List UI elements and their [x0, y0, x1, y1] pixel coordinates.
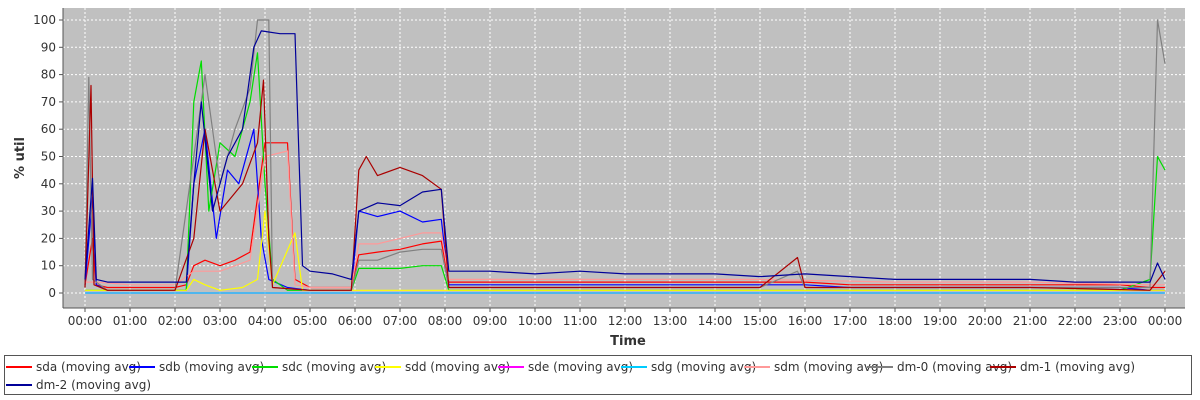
x-tick-label: 19:00 [923, 314, 958, 328]
x-tick-label: 00:00 [68, 314, 103, 328]
y-tick-label: 50 [41, 150, 56, 164]
legend-item: sdc (moving avg) [252, 359, 386, 375]
legend-swatch [744, 365, 770, 368]
x-tick-label: 13:00 [653, 314, 688, 328]
legend-label: dm-0 (moving avg) [897, 360, 1013, 374]
legend-item: sdb (moving avg) [129, 359, 264, 375]
x-tick-label: 12:00 [608, 314, 643, 328]
x-tick-label: 06:00 [338, 314, 373, 328]
x-axis-title: Time [610, 334, 646, 349]
legend-label: dm-1 (moving avg) [1020, 360, 1136, 374]
legend-item: sdg (moving avg) [621, 359, 756, 375]
y-tick-label: 90 [41, 40, 56, 54]
series-lines [84, 19, 1166, 294]
legend-item: sdd (moving avg) [375, 359, 510, 375]
y-tick-label: 40 [41, 177, 56, 191]
x-tick-label: 10:00 [518, 314, 553, 328]
y-tick-label: 20 [41, 231, 56, 245]
x-tick-label: 11:00 [563, 314, 598, 328]
x-tick-label: 05:00 [293, 314, 328, 328]
y-tick-label: 0 [48, 286, 56, 300]
x-tick-label: 20:00 [968, 314, 1003, 328]
x-tick-label: 04:00 [248, 314, 283, 328]
legend-swatch [252, 365, 278, 368]
legend-item: dm-2 (moving avg) [6, 377, 151, 393]
series-line-1 [84, 142, 1165, 289]
legend-item: sda (moving avg) [6, 359, 141, 375]
legend-label: dm-2 (moving avg) [36, 378, 152, 392]
legend-item: sde (moving avg) [498, 359, 633, 375]
legend-item: sdm (moving avg) [744, 359, 883, 375]
legend-swatch [6, 383, 32, 386]
legend-swatch [621, 365, 647, 368]
series-line-7 [85, 150, 1165, 289]
x-tick-label: 17:00 [833, 314, 868, 328]
chart-canvas: 0 10 20 30 40 50 60 70 80 90 100 00:00 01:00 02:00 03:… [13, 8, 1185, 349]
legend-swatch [990, 365, 1016, 368]
y-tick-label: 10 [41, 259, 56, 273]
x-tick-label: 03:00 [203, 314, 238, 328]
legend-label: sdb (moving avg) [159, 360, 265, 374]
legend-swatch [6, 365, 32, 368]
legend-label: sda (moving avg) [36, 360, 141, 374]
series-line-10 [84, 30, 1166, 283]
y-tick-label: 30 [41, 204, 56, 218]
x-tick-label: 08:00 [428, 314, 463, 328]
series-line-4 [85, 210, 1165, 291]
legend: sda (moving avg) sdb (moving avg) sdc (mov… [4, 355, 1192, 395]
x-tick-label: 22:00 [1058, 314, 1093, 328]
legend-swatch [129, 365, 155, 368]
x-tick-label: 07:00 [383, 314, 418, 328]
y-tick-label: 80 [41, 68, 56, 82]
legend-item: dm-1 (moving avg) [990, 359, 1135, 375]
x-tick-label: 16:00 [788, 314, 823, 328]
y-axis-title: % util [13, 137, 28, 179]
y-tick-label: 70 [41, 95, 56, 109]
legend-swatch [375, 365, 401, 368]
x-tick-label: 23:00 [1103, 314, 1138, 328]
legend-label: sde (moving avg) [528, 360, 634, 374]
x-tick-label: 01:00 [113, 314, 148, 328]
legend-label: sdc (moving avg) [282, 360, 387, 374]
x-tick-label: 21:00 [1013, 314, 1048, 328]
x-tick-label: 00:00 [1148, 314, 1183, 328]
legend-item: dm-0 (moving avg) [867, 359, 1012, 375]
legend-swatch [498, 365, 524, 368]
legend-label: sdm (moving avg) [774, 360, 884, 374]
x-tick-label: 15:00 [743, 314, 778, 328]
x-tick-label: 18:00 [878, 314, 913, 328]
y-tick-label: 100 [33, 13, 56, 27]
axes: 0 10 20 30 40 50 60 70 80 90 100 00:00 01:00 02:00 03:… [33, 8, 1185, 328]
x-tick-label: 14:00 [698, 314, 733, 328]
legend-label: sdd (moving avg) [405, 360, 511, 374]
legend-label: sdg (moving avg) [651, 360, 757, 374]
legend-swatch [867, 365, 893, 368]
x-tick-label: 02:00 [158, 314, 193, 328]
x-tick-label: 09:00 [473, 314, 508, 328]
y-tick-label: 60 [41, 122, 56, 136]
plot-background [63, 8, 1185, 308]
